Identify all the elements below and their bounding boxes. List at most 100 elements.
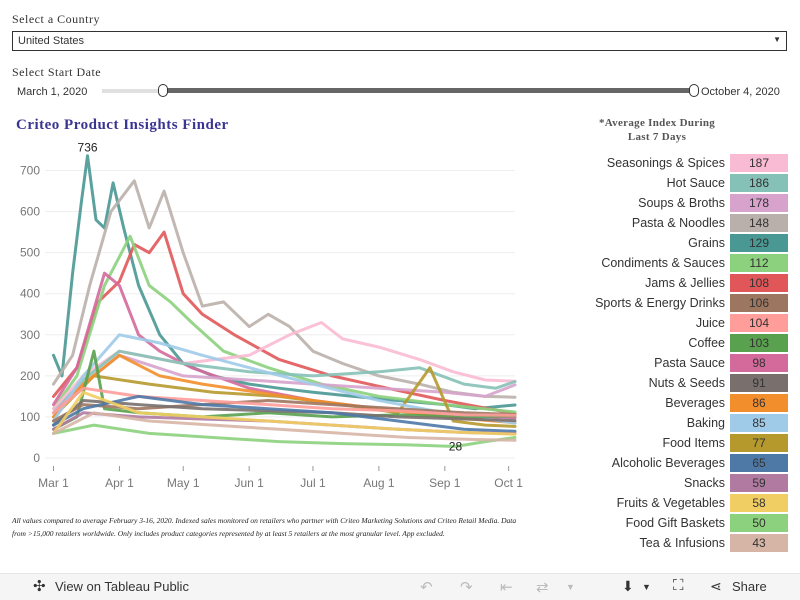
legend-item-name: Food Gift Baskets	[625, 516, 725, 530]
legend-item[interactable]: Baking 85	[540, 413, 790, 433]
tableau-logo-icon[interactable]: ✣	[33, 578, 46, 595]
series-line[interactable]	[52, 386, 517, 417]
legend-item[interactable]: Condiments & Sauces 112	[540, 253, 790, 273]
series-line[interactable]	[52, 179, 517, 399]
legend-item-name: Hot Sauce	[666, 176, 725, 190]
x-tick-label: Mar 1	[38, 476, 69, 490]
legend-item-value: 59	[730, 474, 788, 492]
legend-item[interactable]: Jams & Jellies 108	[540, 273, 790, 293]
legend-item[interactable]: Beverages 86	[540, 393, 790, 413]
y-tick-label: 600	[20, 205, 40, 219]
legend-item-value: 186	[730, 174, 788, 192]
series-line[interactable]	[52, 230, 517, 416]
legend: Seasonings & Spices 187 Hot Sauce 186 Soups …	[540, 153, 790, 553]
date-slider-end-handle[interactable]	[689, 84, 699, 97]
legend-item-value: 91	[730, 374, 788, 392]
page-title: Criteo Product Insights Finder	[16, 117, 229, 133]
chevron-down-icon[interactable]: ▼	[773, 35, 781, 44]
series-line[interactable]	[52, 423, 517, 448]
legend-item[interactable]: Hot Sauce 186	[540, 173, 790, 193]
series-line[interactable]	[52, 390, 517, 436]
legend-item[interactable]: Food Items 77	[540, 433, 790, 453]
legend-item[interactable]: Sports & Energy Drinks 106	[540, 293, 790, 313]
x-tick-label: May 1	[167, 476, 200, 490]
legend-item[interactable]: Alcoholic Beverages 65	[540, 453, 790, 473]
legend-item-value: 129	[730, 234, 788, 252]
legend-item[interactable]: Grains 129	[540, 233, 790, 253]
legend-item-value: 50	[730, 514, 788, 532]
series-line[interactable]	[52, 411, 517, 442]
legend-item-name: Fruits & Vegetables	[616, 496, 725, 510]
legend-item-value: 65	[730, 454, 788, 472]
share-button[interactable]: Share	[732, 579, 767, 594]
legend-item[interactable]: Coffee 103	[540, 333, 790, 353]
legend-item-name: Soups & Broths	[638, 196, 725, 210]
legend-item-value: 86	[730, 394, 788, 412]
legend-item-name: Coffee	[688, 336, 725, 350]
series-line[interactable]	[52, 333, 517, 425]
average-index-title-line1: *Average Index During	[598, 117, 716, 129]
revert-icon[interactable]: ⇤	[500, 579, 513, 596]
refresh-dropdown-icon[interactable]: ▼	[566, 582, 575, 592]
download-dropdown-icon[interactable]: ▼	[642, 582, 651, 592]
legend-item[interactable]: Soups & Broths 178	[540, 193, 790, 213]
legend-item-name: Jams & Jellies	[645, 276, 725, 290]
legend-item-name: Pasta Sauce	[654, 356, 725, 370]
legend-item-name: Seasonings & Spices	[606, 156, 725, 170]
fullscreen-icon[interactable]: ⛶	[673, 577, 684, 594]
date-slider-range[interactable]	[163, 88, 694, 93]
y-tick-label: 100	[20, 410, 40, 424]
x-tick-label: Apr 1	[105, 476, 134, 490]
legend-item-value: 103	[730, 334, 788, 352]
legend-item-value: 148	[730, 214, 788, 232]
series-line[interactable]	[52, 154, 517, 411]
redo-icon[interactable]: ↷	[460, 579, 473, 596]
average-index-title-line2: Last 7 Days	[627, 131, 687, 143]
legend-item[interactable]: Snacks 59	[540, 473, 790, 493]
view-on-tableau-link[interactable]: View on Tableau Public	[55, 579, 189, 594]
y-tick-label: 0	[33, 451, 40, 465]
country-select-value: United States	[18, 35, 85, 47]
x-tick-label: Oct 1	[494, 476, 523, 490]
legend-item[interactable]: Food Gift Baskets 50	[540, 513, 790, 533]
average-index-title: *Average Index During Last 7 Days	[582, 116, 732, 144]
series-line[interactable]	[52, 399, 517, 427]
legend-item-value: 187	[730, 154, 788, 172]
legend-item-value: 98	[730, 354, 788, 372]
x-tick-label: Jun 1	[234, 476, 264, 490]
series-line[interactable]	[52, 349, 517, 415]
legend-item-name: Juice	[695, 316, 725, 330]
y-tick-label: 500	[20, 246, 40, 260]
legend-item-value: 112	[730, 254, 788, 272]
refresh-icon[interactable]: ⇄	[536, 579, 549, 596]
legend-item[interactable]: Juice 104	[540, 313, 790, 333]
legend-item-value: 77	[730, 434, 788, 452]
country-select[interactable]: United States ▼	[12, 31, 787, 51]
y-tick-label: 400	[20, 287, 40, 301]
legend-item[interactable]: Seasonings & Spices 187	[540, 153, 790, 173]
series-line[interactable]	[52, 234, 517, 414]
undo-icon[interactable]: ↶	[420, 579, 433, 596]
legend-item-value: 108	[730, 274, 788, 292]
share-icon[interactable]: ⋖	[710, 578, 722, 594]
legend-item-name: Snacks	[684, 476, 725, 490]
date-slider-start-handle[interactable]	[158, 84, 168, 97]
legend-item-name: Grains	[688, 236, 725, 250]
legend-item[interactable]: Pasta & Noodles 148	[540, 213, 790, 233]
line-chart[interactable]: 0 100 200 300 400 500 600 700 Mar 1 Apr 1 May 1 Ju…	[0, 140, 530, 520]
legend-item[interactable]: Tea & Infusions 43	[540, 533, 790, 553]
legend-item[interactable]: Fruits & Vegetables 58	[540, 493, 790, 513]
end-date-value: October 4, 2020	[701, 86, 780, 98]
x-tick-label: Sep 1	[429, 476, 461, 490]
legend-item-name: Beverages	[665, 396, 725, 410]
legend-item-value: 43	[730, 534, 788, 552]
legend-item-name: Tea & Infusions	[639, 536, 725, 550]
legend-item[interactable]: Nuts & Seeds 91	[540, 373, 790, 393]
legend-item-value: 58	[730, 494, 788, 512]
legend-item-value: 178	[730, 194, 788, 212]
download-icon[interactable]: ⬇	[622, 578, 634, 594]
legend-item-name: Condiments & Sauces	[601, 256, 725, 270]
legend-item-name: Alcoholic Beverages	[611, 456, 725, 470]
legend-item[interactable]: Pasta Sauce 98	[540, 353, 790, 373]
series-line[interactable]	[52, 394, 517, 433]
